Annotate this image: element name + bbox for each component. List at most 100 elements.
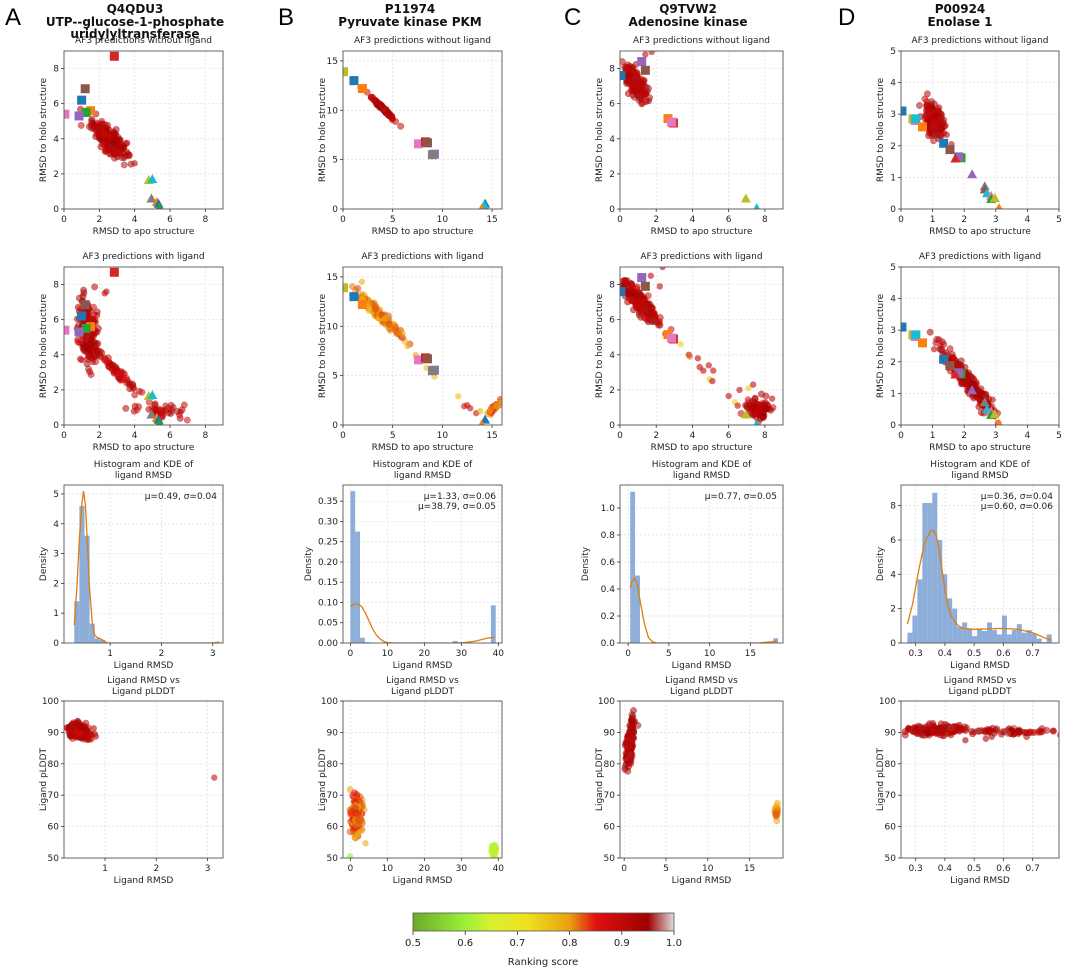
y-tick-label: 80 bbox=[604, 760, 616, 770]
prediction-point bbox=[355, 829, 363, 837]
x-tick-label: 3 bbox=[993, 431, 999, 441]
prediction-point bbox=[648, 51, 655, 56]
x-tick-label: 0.4 bbox=[938, 864, 953, 874]
prediction-point bbox=[120, 161, 128, 169]
prediction-point bbox=[87, 371, 95, 378]
prediction-point bbox=[916, 729, 924, 736]
prediction-point bbox=[106, 145, 113, 153]
prediction-point bbox=[928, 725, 936, 732]
prediction-point bbox=[487, 406, 495, 413]
prediction-point bbox=[930, 345, 938, 353]
axes-frame bbox=[63, 50, 224, 210]
histogram-bar bbox=[1046, 634, 1052, 643]
reference-structure-square bbox=[349, 292, 359, 302]
prediction-point bbox=[169, 404, 177, 411]
plot-area bbox=[901, 90, 1003, 209]
reference-structure-square bbox=[109, 267, 119, 277]
y-tick-label: 0.4 bbox=[601, 585, 616, 595]
reference-structure-triangle bbox=[979, 397, 990, 407]
x-axis-label: RMSD to apo structure bbox=[929, 443, 1031, 453]
colorbar-tick-label: 1.0 bbox=[666, 938, 682, 949]
panel-d-row2: AF3 predictions with ligand 0 1 2 3 4 5 0 1 2 3 4 5 R… bbox=[876, 252, 1062, 453]
reference-structure-square bbox=[422, 138, 432, 148]
y-tick-label: 0.00 bbox=[318, 639, 338, 649]
y-tick-label: 0 bbox=[890, 421, 896, 431]
prediction-point bbox=[751, 394, 759, 402]
reference-structure-square bbox=[901, 106, 907, 116]
axes-title: Histogram and KDE of bbox=[373, 460, 473, 470]
axes-title: AF3 predictions without ligand bbox=[75, 36, 212, 46]
axes-title: Histogram and KDE of bbox=[94, 460, 194, 470]
y-axis-label: RMSD to holo structure bbox=[876, 77, 886, 182]
panel-letter: A bbox=[5, 4, 21, 31]
y-tick-label: 0 bbox=[890, 639, 896, 649]
y-tick-label: 4 bbox=[890, 295, 896, 305]
prediction-point bbox=[352, 834, 359, 841]
prediction-point bbox=[975, 728, 983, 735]
x-tick-label: 6 bbox=[726, 431, 732, 441]
plot-area bbox=[343, 278, 502, 425]
reference-structure-square bbox=[81, 323, 91, 333]
x-axis-label: RMSD to apo structure bbox=[929, 227, 1031, 237]
colorbar-gradient bbox=[412, 912, 675, 932]
y-tick-label: 100 bbox=[42, 697, 59, 707]
y-tick-label: 0 bbox=[609, 205, 615, 215]
y-axis-label: Density bbox=[581, 546, 591, 581]
axes-frame bbox=[900, 484, 1060, 644]
histogram-bar bbox=[1006, 634, 1012, 643]
histogram-bar bbox=[1001, 615, 1007, 643]
y-tick-label: 80 bbox=[48, 760, 60, 770]
y-axis-label: RMSD to holo structure bbox=[318, 77, 328, 182]
plot-area bbox=[906, 492, 1052, 643]
prediction-point bbox=[80, 286, 88, 294]
protein-id: P00924 bbox=[935, 2, 986, 16]
axes-title: AF3 predictions with ligand bbox=[640, 252, 762, 262]
y-tick-label: 60 bbox=[48, 823, 60, 833]
prediction-point bbox=[1031, 729, 1038, 736]
axes-frame bbox=[342, 50, 503, 210]
x-tick-label: 0.7 bbox=[1026, 649, 1040, 659]
axes-title: Ligand RMSD vs bbox=[386, 676, 459, 686]
prediction-point bbox=[381, 315, 389, 323]
y-tick-label: 0.20 bbox=[318, 558, 338, 568]
prediction-point bbox=[392, 323, 399, 331]
plot-area bbox=[901, 720, 1059, 744]
x-tick-label: 0 bbox=[617, 215, 623, 225]
prediction-point bbox=[937, 342, 944, 350]
plot-area bbox=[73, 490, 221, 643]
reference-structure-square bbox=[640, 281, 650, 291]
reference-structure-square bbox=[901, 322, 907, 332]
prediction-point bbox=[1057, 732, 1059, 739]
prediction-point bbox=[133, 406, 141, 414]
prediction-point bbox=[967, 380, 974, 388]
x-tick-label: 6 bbox=[167, 431, 173, 441]
prediction-point bbox=[354, 810, 362, 818]
x-tick-label: 0 bbox=[61, 431, 67, 441]
colorbar-tick-label: 0.9 bbox=[614, 938, 630, 949]
axes-title: ligand RMSD bbox=[673, 471, 730, 481]
histogram-bar bbox=[991, 630, 997, 643]
x-tick-label: 4 bbox=[132, 215, 138, 225]
reference-structure-triangle bbox=[478, 419, 485, 425]
y-tick-label: 4 bbox=[609, 351, 615, 361]
prediction-point bbox=[162, 402, 170, 410]
histogram-bar bbox=[84, 535, 90, 643]
prediction-point bbox=[88, 354, 96, 361]
reference-structure-square bbox=[427, 366, 437, 376]
y-tick-label: 50 bbox=[604, 854, 616, 864]
grid bbox=[620, 485, 783, 644]
histogram-bar bbox=[907, 632, 913, 643]
y-tick-label: 4 bbox=[890, 570, 896, 580]
x-tick-label: 1 bbox=[930, 215, 936, 225]
colorbar: 0.5 0.6 0.7 0.8 0.9 1.0 Ranking score bbox=[405, 912, 682, 968]
prediction-point bbox=[353, 791, 361, 798]
histogram-bar bbox=[952, 608, 958, 643]
y-tick-label: 2 bbox=[53, 170, 59, 180]
prediction-point bbox=[773, 808, 780, 816]
histogram-bar bbox=[94, 638, 100, 643]
colorbar-tick-label: 0.6 bbox=[457, 938, 473, 949]
reference-structure-triangle bbox=[995, 203, 1003, 209]
kde-curve bbox=[629, 577, 777, 643]
